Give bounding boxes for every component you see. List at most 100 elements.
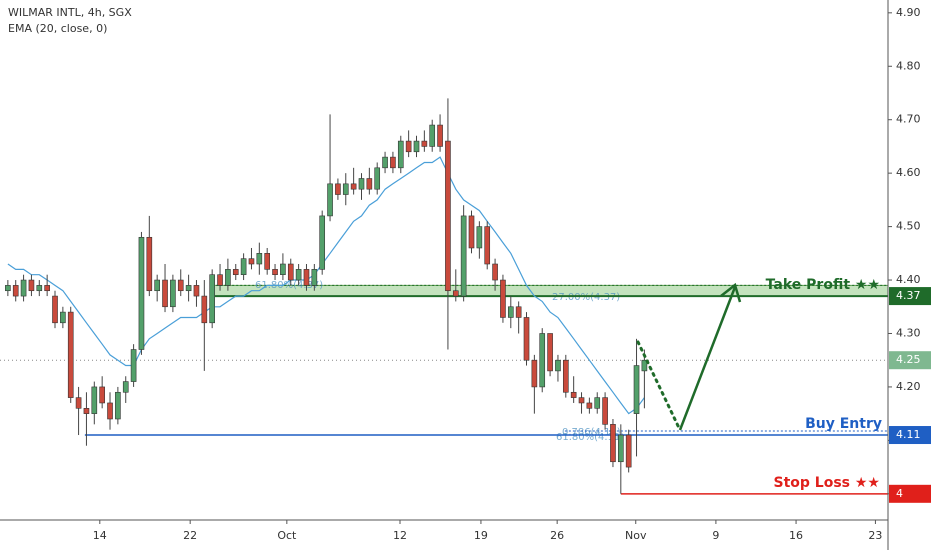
x-tick-label: Oct	[277, 529, 297, 542]
y-tick-label: 4.30	[896, 326, 921, 339]
candle-body	[44, 285, 50, 292]
candle-body	[83, 408, 90, 414]
fib-label: 61.80%(4.11)	[556, 432, 624, 443]
candle-body	[382, 156, 388, 169]
candle-body	[67, 311, 74, 398]
y-tick-label: 4.80	[896, 59, 921, 72]
candle-body	[610, 424, 616, 463]
price-badge-label: 4	[896, 487, 903, 500]
price-badge	[889, 426, 931, 445]
candle-body	[641, 359, 648, 372]
candle-body	[20, 279, 27, 297]
plot-area: 61.80%(4.37) 27.00%(4.37) 0.786(4.11)61.80…	[0, 98, 889, 495]
projection-arrow	[678, 286, 737, 431]
level-label: Buy Entry	[805, 416, 882, 432]
candle-body	[185, 285, 192, 292]
candle-body	[617, 434, 624, 463]
candle-body	[319, 215, 326, 270]
candle-body	[75, 397, 82, 409]
candle-body	[36, 285, 43, 292]
candle-body	[232, 269, 239, 275]
candle-body	[390, 156, 396, 169]
x-tick-label: 16	[789, 529, 803, 542]
candle-body	[303, 269, 310, 286]
candle-body	[162, 279, 168, 308]
candle-body	[12, 285, 19, 297]
x-tick-label: 23	[868, 529, 882, 542]
candle-body	[130, 349, 137, 382]
y-tick-label: 4.50	[896, 220, 921, 233]
candle-body	[138, 236, 145, 350]
candle-body	[555, 359, 561, 372]
y-tick-label: 4.40	[896, 273, 921, 286]
candle-body	[500, 279, 506, 318]
candle-body	[484, 226, 491, 265]
candle-body	[366, 178, 373, 190]
candle-body	[280, 263, 286, 275]
y-tick-label: 4.70	[896, 113, 921, 126]
candle-body	[60, 311, 66, 324]
candle-body	[248, 258, 255, 265]
candle-body	[295, 269, 302, 281]
ema-line	[7, 156, 645, 415]
indicator-label: EMA (20, close, 0)	[8, 22, 107, 35]
candle-body	[170, 279, 176, 308]
candle-body	[201, 295, 208, 324]
candle-body	[547, 333, 553, 372]
x-tick-label: 14	[93, 529, 107, 542]
candle-body	[327, 183, 333, 217]
fib-label: 61.80%(4.37)	[255, 280, 323, 291]
candle-body	[193, 285, 200, 297]
candle-body	[52, 295, 58, 324]
price-badge	[889, 287, 931, 306]
price-badge-label: 4.37	[896, 289, 921, 302]
candle-body	[437, 124, 443, 147]
candle-body	[594, 397, 601, 409]
candle-body	[99, 386, 105, 404]
candle-body	[272, 269, 278, 275]
candle-body	[460, 215, 467, 297]
candle-body	[602, 397, 608, 425]
y-tick-label: 4.20	[896, 380, 921, 393]
arrow-head	[720, 282, 742, 303]
price-badge-label: 4.11	[896, 428, 921, 441]
candle-body	[515, 306, 522, 318]
candle-body	[492, 263, 498, 281]
candle-body	[154, 279, 160, 292]
candle-body	[625, 434, 632, 468]
candle-body	[539, 333, 546, 388]
candle-body	[633, 365, 640, 414]
candle-body	[413, 140, 420, 153]
candle-body	[421, 140, 428, 147]
candle-body	[256, 253, 263, 265]
x-tick-label: 26	[550, 529, 564, 542]
price-badge	[889, 351, 931, 370]
candle-body	[476, 226, 483, 249]
candle-body	[531, 359, 538, 388]
candle-body	[468, 215, 475, 249]
candle-body	[397, 140, 404, 169]
candle-body	[107, 402, 113, 420]
price-badge	[889, 484, 931, 503]
candle-body	[209, 274, 215, 324]
candle-body	[578, 397, 585, 404]
fib-label: 27.00%(4.37)	[552, 292, 620, 303]
y-tick-label: 4.60	[896, 166, 921, 179]
candle-body	[452, 290, 459, 297]
x-tick-label: 9	[712, 529, 719, 542]
price-badge-label: 4.25	[896, 353, 921, 366]
candle-body	[445, 140, 451, 292]
y-tick-label: 4.90	[896, 6, 921, 19]
candle-body	[264, 253, 271, 270]
candle-body	[523, 317, 530, 361]
candle-body	[177, 279, 184, 292]
candle-body	[5, 285, 11, 292]
candle-body	[240, 258, 247, 275]
candle-body	[28, 279, 35, 292]
candle-body	[342, 183, 349, 195]
candle-body	[225, 269, 231, 286]
level-label: Take Profit ★★	[766, 277, 880, 293]
x-tick-label: Nov	[625, 529, 647, 542]
x-tick-label: 19	[474, 529, 488, 542]
